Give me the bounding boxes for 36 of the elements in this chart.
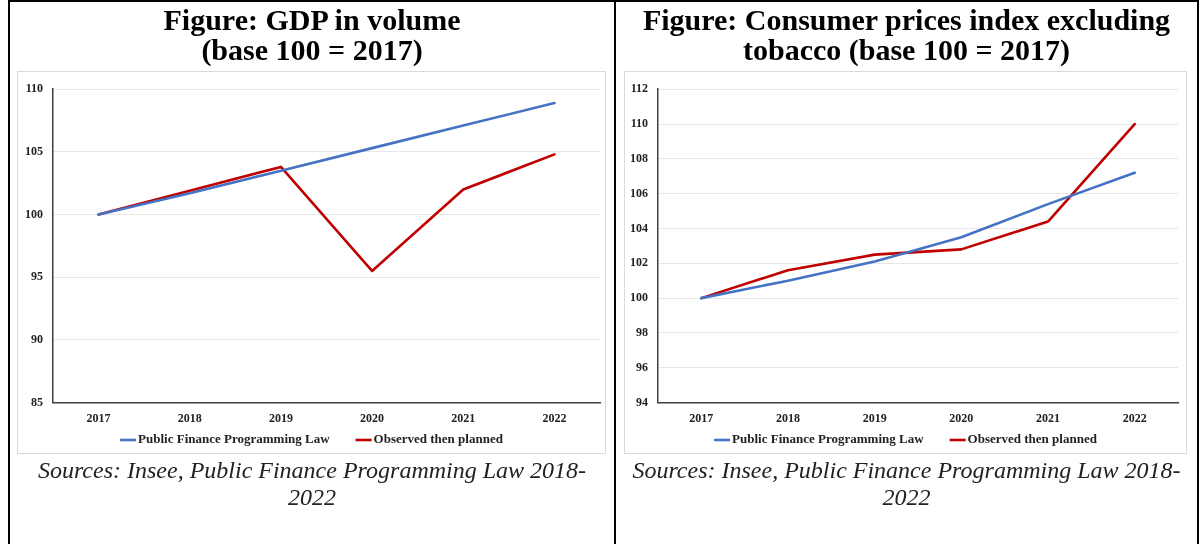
x-tick-label: 2020 [360,410,385,425]
x-tick-label: 2020 [949,410,974,425]
chart-title: Figure: GDP in volume (base 100 = 2017) [162,3,462,66]
y-tick-label: 98 [636,325,648,340]
source-note: Sources: Insee, Public Finance Programming Law 2018-2022 [631,457,1182,511]
y-tick-label: 100 [630,290,648,305]
y-tick-label: 110 [630,116,648,131]
x-tick-label: 2018 [177,410,202,425]
y-tick-label: 95 [31,269,43,284]
y-tick-label: 108 [630,150,648,165]
y-tick-label: 104 [630,220,648,235]
x-tick-label: 2021 [1036,410,1060,425]
x-tick-label: 2017 [689,410,714,425]
x-tick-label: 2018 [776,410,800,425]
legend-label: Public Finance Programming Law [732,431,925,447]
y-tick-label: 110 [25,81,43,96]
legend-label: Observed then planned [967,431,1098,447]
chart-title: Figure: Consumer prices index excluding tobacco (base 100 = 2017) [641,3,1172,66]
x-tick-label: 2019 [862,410,887,425]
x-tick-label: 2022 [542,410,567,425]
x-tick-label: 2017 [86,410,111,425]
x-tick-label: 2021 [451,410,476,425]
legend-label: Observed then planned [373,431,504,447]
y-tick-label: 90 [31,332,43,347]
y-tick-label: 96 [636,359,648,374]
x-tick-label: 2022 [1122,410,1147,425]
y-tick-label: 94 [636,394,648,409]
y-tick-label: 106 [630,185,648,200]
y-tick-label: 100 [25,206,43,221]
legend-label: Public Finance Programming Law [138,431,331,447]
y-tick-label: 105 [25,143,43,158]
y-tick-label: 102 [630,255,648,270]
y-tick-label: 112 [630,81,648,96]
x-tick-label: 2019 [268,410,293,425]
source-note: Sources: Insee, Public Finance Programming Law 2018-2022 [36,457,588,511]
y-tick-label: 85 [31,394,43,409]
